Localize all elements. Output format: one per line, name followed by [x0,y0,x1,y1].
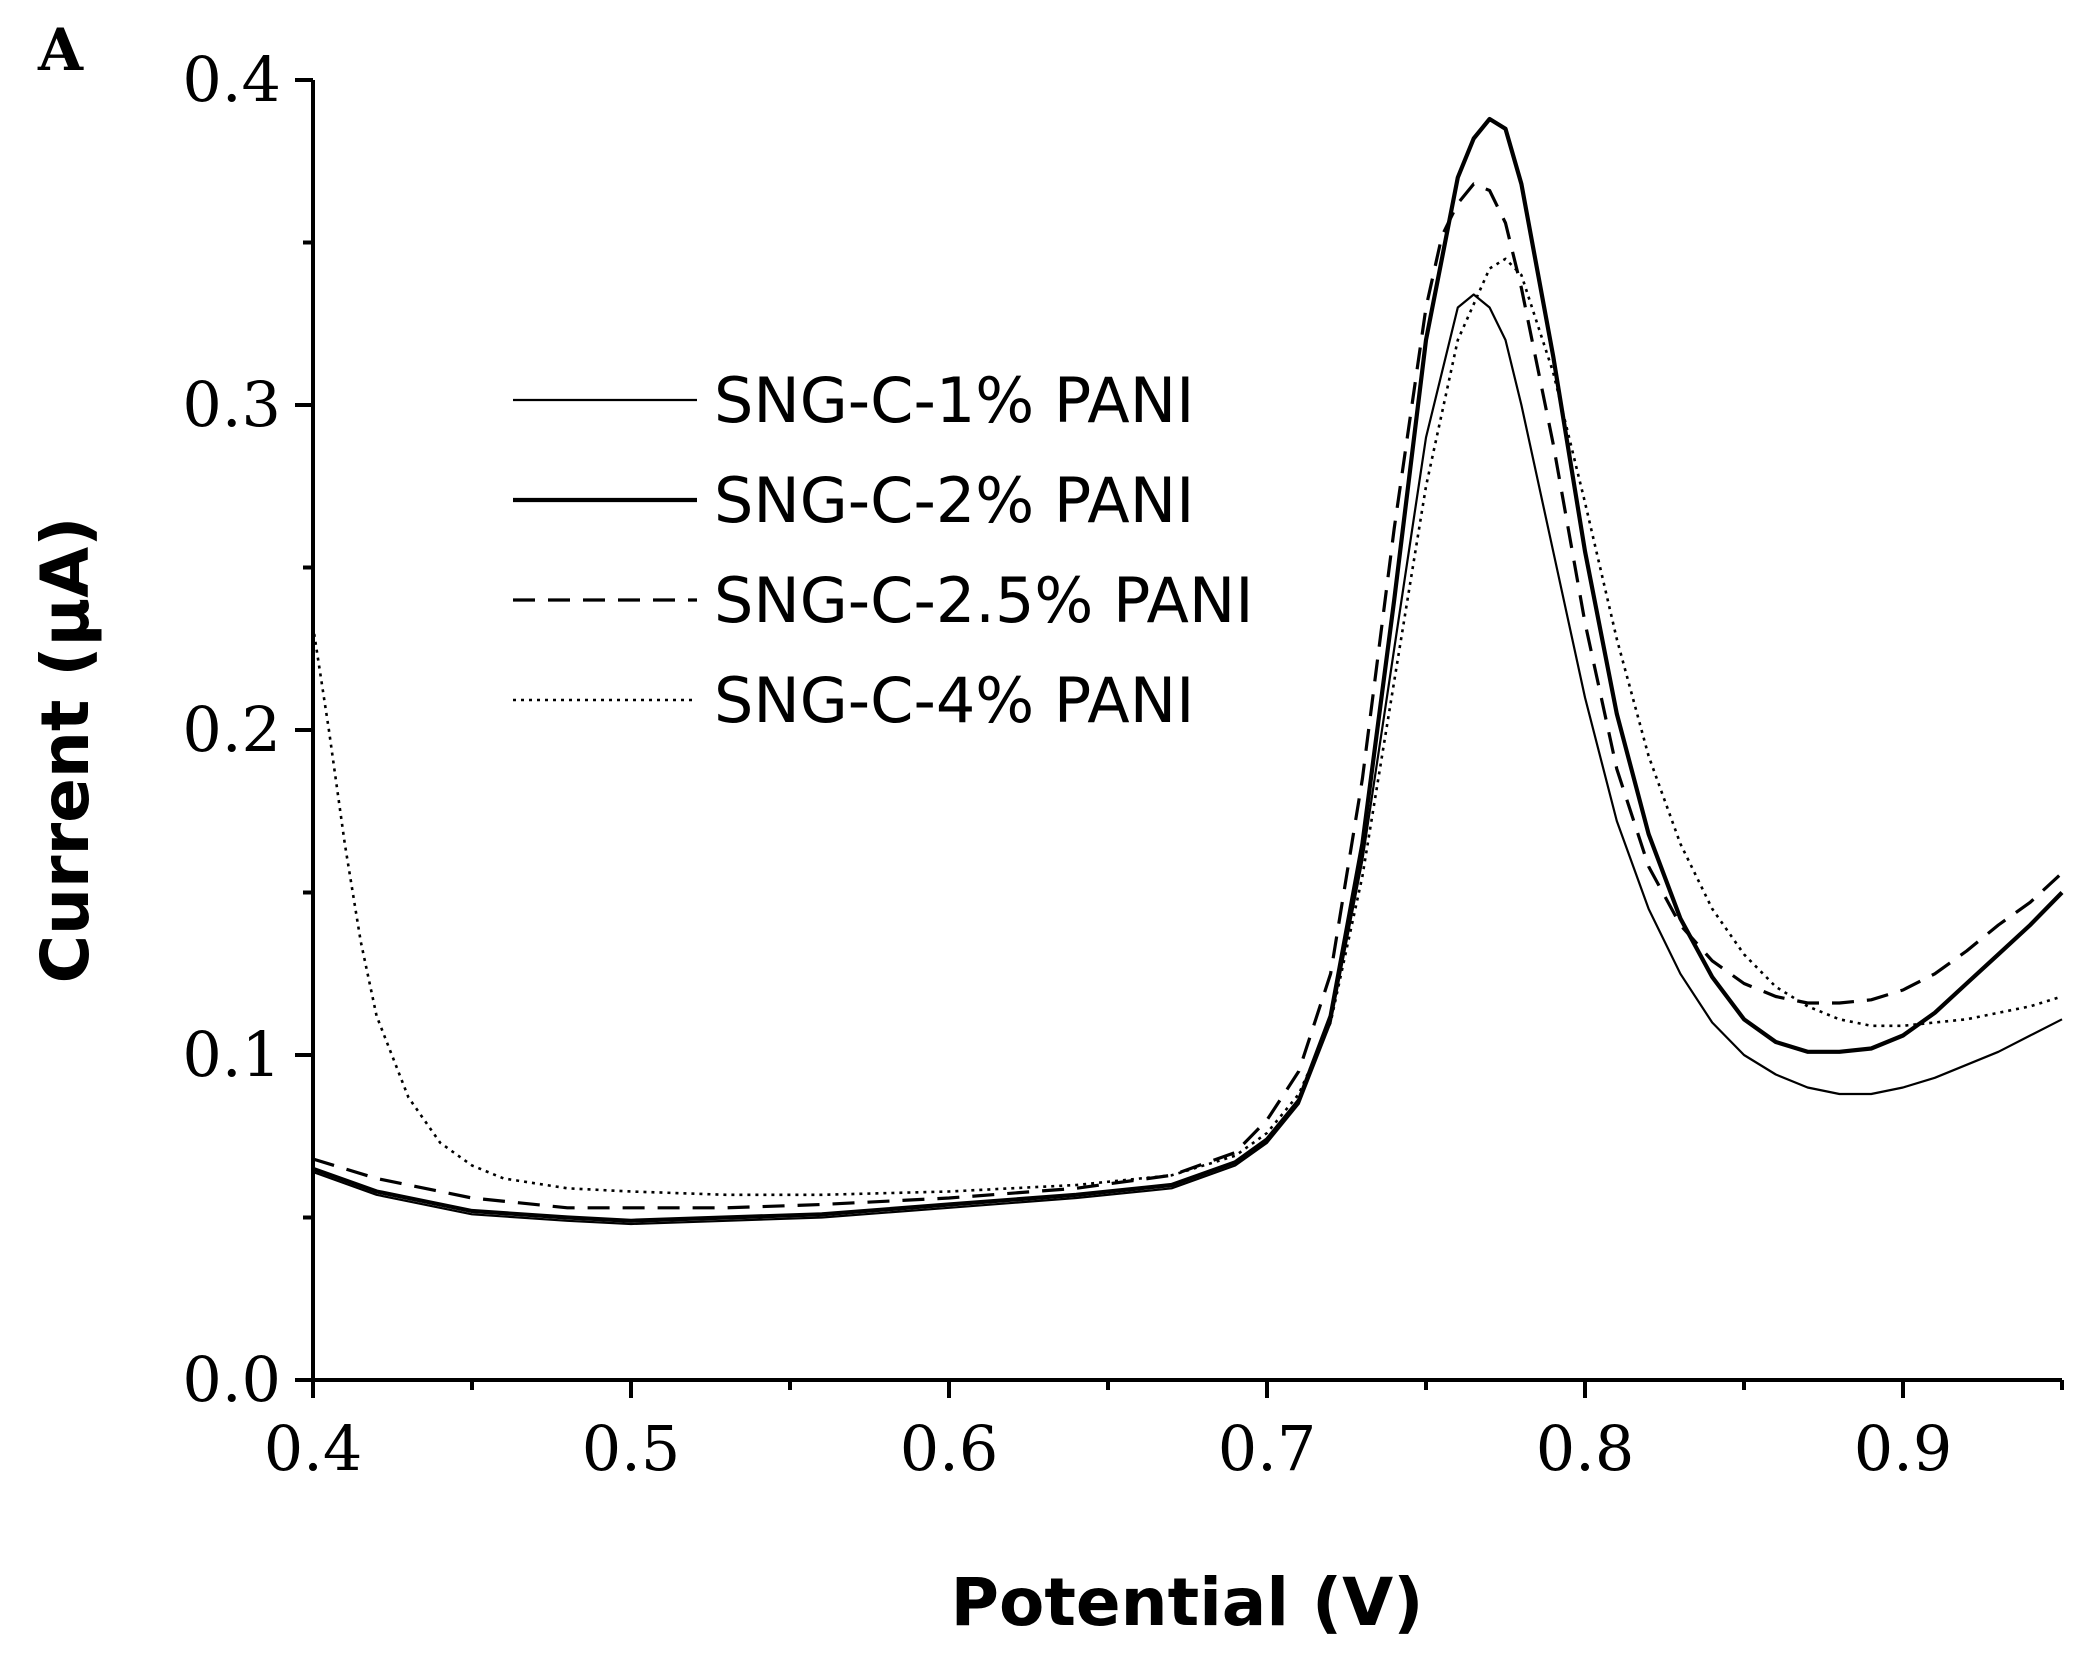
series-line-2 [312,116,2064,1223]
x-tick-label: 0.5 [582,1412,681,1485]
legend-label-4: SNG-C-4% PANI [714,664,1194,737]
series-layer [311,116,2064,1226]
legend: SNG-C-1% PANI SNG-C-2% PANI SNG-C-2.5% PAN… [513,364,1254,737]
x-tick-label: 0.8 [1536,1412,1635,1485]
legend-label-2: SNG-C-2% PANI [714,464,1194,537]
y-tick-label: 0.1 [182,1018,281,1091]
x-tick-label: 0.6 [900,1412,999,1485]
ticks-layer: 0.4 0.5 0.6 0.7 0.8 0.9 0.0 0.1 0.2 0.3 0.4 [182,43,2064,1485]
series-line-1 [312,293,2063,1226]
y-axis-label: Current (μA) [27,517,104,984]
y-tick-label: 0.3 [182,368,281,441]
legend-label-1: SNG-C-1% PANI [714,364,1194,437]
legend-label-3: SNG-C-2.5% PANI [714,564,1254,637]
x-tick-label: 0.9 [1854,1412,1953,1485]
y-tick-label: 0.4 [182,43,281,116]
series-line-4 [311,257,2063,1197]
y-tick-label: 0.0 [182,1343,281,1416]
series-line-3 [312,182,2064,1210]
x-tick-label: 0.4 [264,1412,363,1485]
panel-label: A [37,16,84,84]
x-axis-label: Potential (V) [951,1564,1424,1641]
x-tick-label: 0.7 [1218,1412,1317,1485]
y-tick-label: 0.2 [182,693,281,766]
